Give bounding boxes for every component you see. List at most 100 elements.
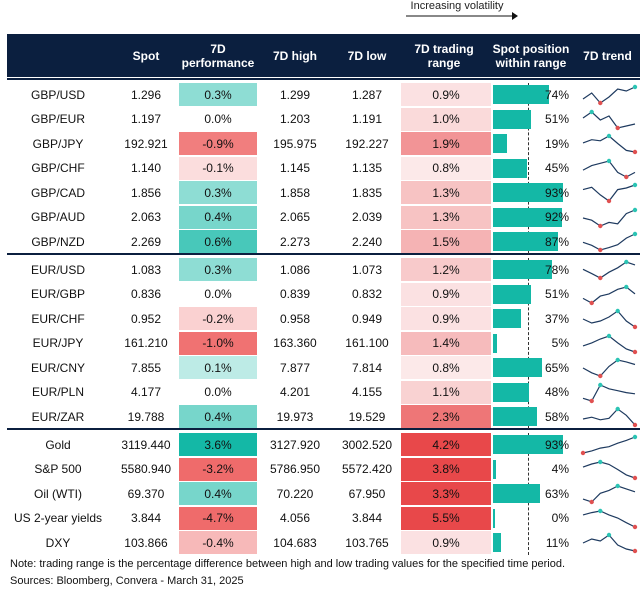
position-value: 4% [551, 462, 569, 476]
low-value: 19.529 [348, 409, 386, 424]
section-divider [7, 253, 640, 255]
high-value: 104.683 [273, 535, 317, 550]
trend-sparkline [582, 333, 638, 354]
trend-low-dot [632, 149, 638, 155]
high-value: 4.056 [279, 511, 311, 525]
trend-low-dot [598, 100, 603, 106]
high-value: 1.086 [279, 262, 311, 277]
trend-sparkline [582, 483, 636, 505]
high-value: 1.203 [279, 112, 311, 126]
position-value: 87% [544, 234, 569, 249]
trend-low-dot [598, 223, 603, 228]
spot-value: 1.197 [130, 112, 162, 126]
trend-high-dot [598, 508, 603, 513]
trading-range-value: 0.8% [401, 156, 491, 180]
performance-value: 0.3% [179, 83, 257, 106]
section-divider [7, 78, 640, 80]
trend-sparkline [582, 459, 638, 480]
performance-value: 0.1% [179, 356, 257, 379]
position-bar [493, 232, 559, 251]
low-value: 4.155 [351, 385, 383, 399]
trend-sparkline [582, 182, 638, 204]
position-bar [493, 484, 541, 503]
trend-line [582, 184, 636, 202]
position-value: 48% [544, 385, 569, 399]
trend-low-dot [632, 475, 638, 480]
low-value: 1.073 [351, 262, 383, 277]
spot-value: 69.370 [127, 486, 165, 501]
trend-high-dot [606, 532, 612, 538]
trend-high-dot [606, 333, 612, 338]
range-midpoint-line [528, 258, 529, 429]
row-label: EUR/JPY [32, 336, 84, 350]
header-7d-trading-range: 7D trading range [414, 41, 474, 70]
trend-low-dot [615, 125, 620, 130]
trend-high-dot [615, 483, 620, 489]
header-7d-performance: 7D performance [181, 41, 255, 70]
position-bar [493, 358, 542, 377]
position-value: 63% [544, 486, 569, 501]
trend-sparkline [580, 434, 638, 456]
trend-sparkline [582, 508, 638, 529]
spot-value: 0.836 [130, 287, 162, 301]
high-value: 1.145 [279, 161, 311, 175]
trend-high-dot [632, 207, 638, 212]
volatility-legend: Increasing volatility [402, 0, 520, 22]
position-value: 0% [551, 511, 569, 525]
trend-low-dot [632, 324, 638, 330]
low-value: 103.765 [345, 535, 389, 550]
high-value: 5786.950 [269, 462, 321, 476]
spot-value: 103.866 [124, 535, 168, 550]
spot-value: 161.210 [124, 336, 168, 350]
low-value: 192.227 [345, 136, 389, 151]
trading-range-value: 3.3% [401, 482, 491, 505]
high-value: 1.299 [279, 87, 311, 102]
spot-value: 7.855 [130, 360, 162, 375]
trend-high-dot [632, 434, 638, 440]
high-value: 195.975 [273, 136, 317, 151]
header-7d-high: 7D high [273, 48, 317, 63]
trading-range-value: 3.8% [401, 457, 491, 481]
trading-range-value: 0.9% [401, 531, 491, 554]
trend-low-dot [632, 524, 638, 529]
trend-line [582, 86, 636, 104]
trading-range-value: 1.3% [401, 181, 491, 204]
high-value: 2.065 [279, 210, 311, 224]
position-bar [493, 134, 508, 153]
trend-sparkline [582, 382, 636, 403]
high-value: 4.201 [279, 385, 311, 399]
high-value: 70.220 [276, 486, 314, 501]
spot-value: 192.921 [124, 136, 168, 151]
row-label: EUR/ZAR [31, 409, 85, 424]
trading-range-value: 0.9% [401, 307, 491, 330]
row-label: GBP/CAD [30, 185, 85, 200]
row-label: DXY [45, 535, 71, 550]
position-value: 45% [544, 161, 569, 175]
footnote: Note: trading range is the percentage di… [10, 558, 566, 570]
low-value: 161.100 [345, 336, 389, 350]
position-value: 51% [544, 287, 569, 301]
position-value: 93% [544, 437, 569, 452]
position-bar [493, 407, 537, 426]
volatility-arrow-icon [406, 12, 518, 20]
spot-value: 5580.940 [120, 462, 172, 476]
trading-range-value: 1.0% [401, 107, 491, 131]
performance-value: -0.9% [179, 132, 257, 155]
position-value: 78% [544, 262, 569, 277]
position-value: 5% [551, 336, 569, 350]
position-value: 92% [544, 210, 569, 224]
spot-value: 4.177 [130, 385, 162, 399]
high-value: 7.877 [279, 360, 311, 375]
row-label: S&P 500 [34, 462, 82, 476]
trend-line [582, 261, 636, 279]
trend-low-dot [632, 349, 638, 354]
trend-sparkline [582, 158, 636, 179]
performance-value: -0.2% [179, 307, 257, 330]
row-label: EUR/CHF [31, 311, 85, 326]
spot-value: 1.296 [130, 87, 162, 102]
high-value: 0.958 [279, 311, 311, 326]
low-value: 2.039 [351, 210, 383, 224]
position-value: 11% [545, 535, 569, 550]
trading-range-value: 1.2% [401, 258, 491, 281]
performance-value: 0.3% [179, 181, 257, 204]
